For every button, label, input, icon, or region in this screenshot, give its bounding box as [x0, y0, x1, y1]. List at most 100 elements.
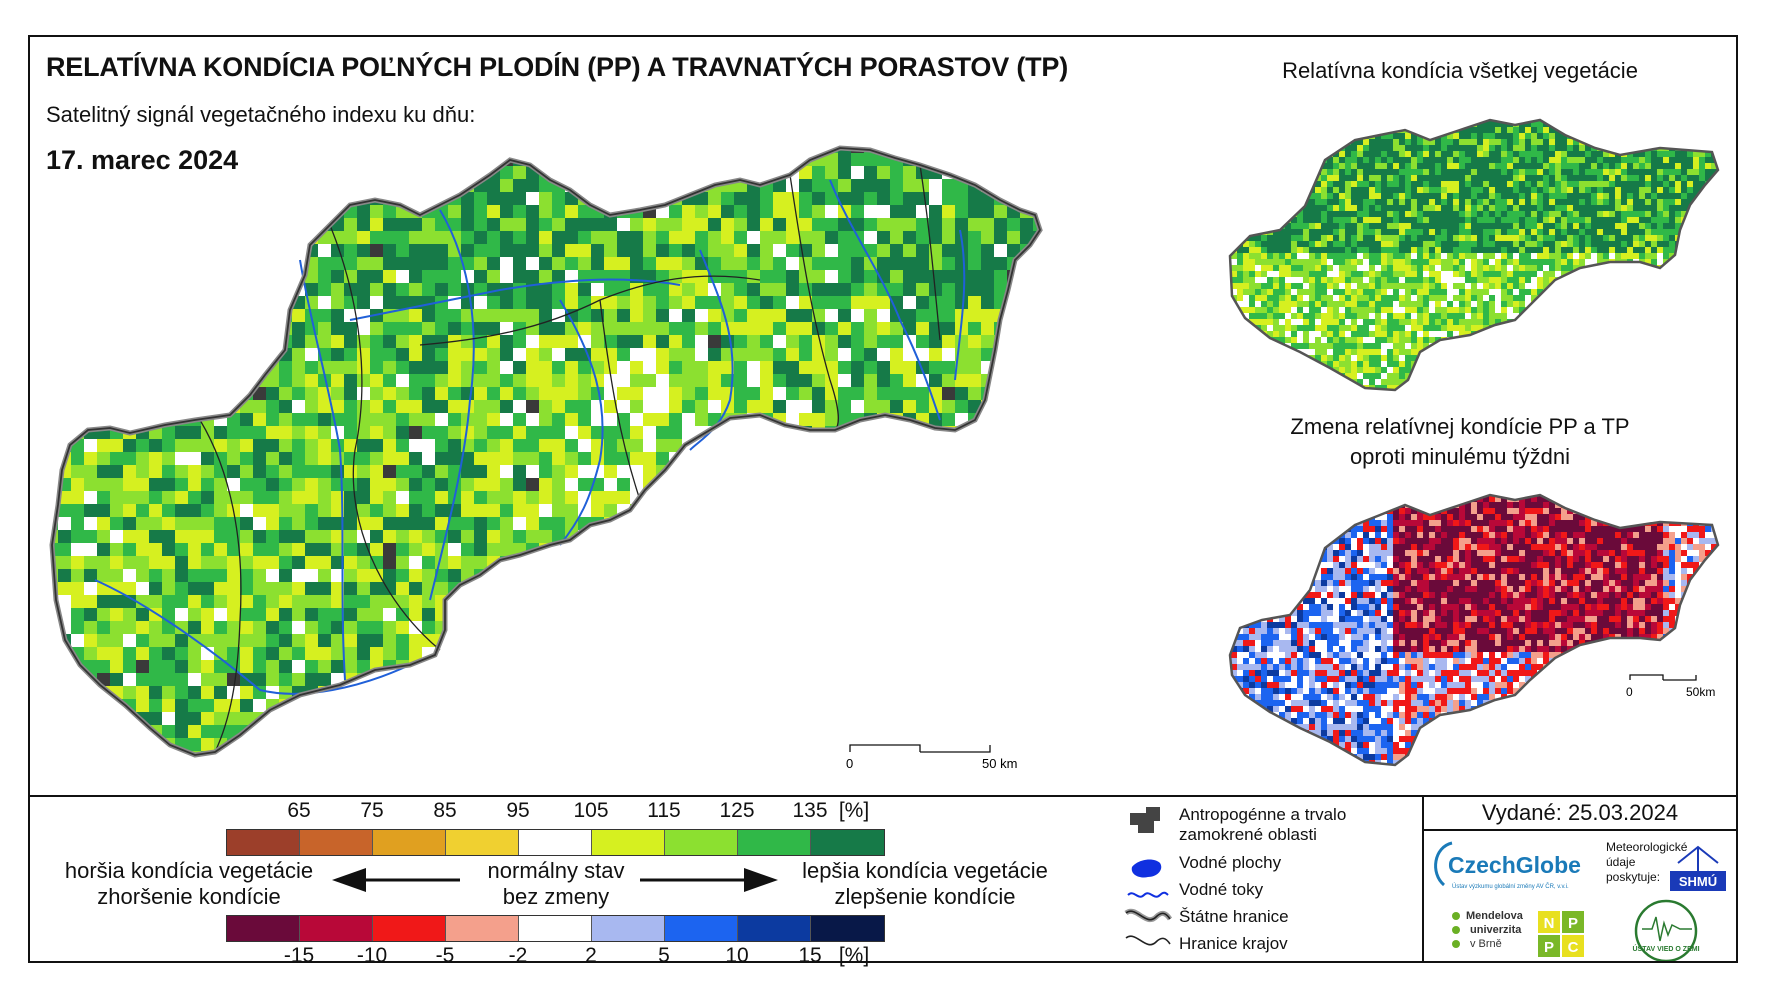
- tick-label: -2: [508, 944, 528, 967]
- tick-label: 2: [585, 944, 597, 967]
- inset-scalebar: [1629, 674, 1697, 681]
- shmu-text: SHMÚ: [1679, 874, 1717, 889]
- inset-title-change-line1: Zmena relatívnej kondície PP a TP: [1290, 414, 1630, 439]
- inset-title-change: Zmena relatívnej kondície PP a TP oproti…: [1240, 412, 1680, 472]
- tick-label: [%]: [838, 799, 870, 822]
- legend-region-border: Hranice krajov: [1179, 934, 1288, 953]
- partner-logos: CzechGlobe Ústav výzkumu globální změny …: [1434, 840, 1726, 961]
- region-border-icon: [1125, 935, 1171, 946]
- worse-condition-label-2: zhoršenie kondície: [97, 884, 281, 909]
- inset-map-all-vegetation-raster: [1230, 120, 1718, 390]
- better-condition-label: lepšia kondícia vegetácie zlepšenie kond…: [780, 858, 1070, 910]
- state-border-icon: [1125, 910, 1171, 921]
- data-date: 17. marec 2024: [46, 145, 239, 175]
- inset-map-change-raster: [1230, 495, 1718, 765]
- shmu-logo: SHMÚ: [1670, 845, 1726, 891]
- inset-map-2-border: [1228, 493, 1720, 767]
- right-arrow-icon: [640, 868, 778, 892]
- czechglobe-text: CzechGlobe: [1448, 852, 1581, 878]
- tick-label: [%]: [838, 944, 870, 967]
- legend-arrows: [332, 868, 778, 892]
- tick-label: 125: [719, 799, 755, 822]
- condition-color-ramp: [226, 829, 885, 856]
- ramp-class-5: [592, 830, 665, 855]
- nppc-letter-n: N: [1544, 915, 1555, 932]
- tick-label: 75: [360, 799, 384, 822]
- tick-label: 95: [506, 799, 530, 822]
- worse-condition-label: horšia kondícia vegetácie zhoršenie kond…: [44, 858, 334, 910]
- left-arrow-icon: [332, 868, 460, 892]
- tick-label: -15: [283, 944, 315, 967]
- ramp-class-4: [519, 916, 592, 941]
- mendel-logo: Mendelova univerzita v Brně: [1452, 910, 1524, 950]
- tick-label: -10: [356, 944, 388, 967]
- czechglobe-subtext: Ústav výzkumu globální změny AV ČR, v.v.…: [1452, 883, 1569, 890]
- inset-map-1-border: [1228, 118, 1720, 392]
- normal-condition-label-2: bez zmeny: [502, 884, 610, 909]
- issued-divider: [1422, 829, 1738, 831]
- anthropogenic-area-icon: [1130, 807, 1160, 833]
- ramp-class-2: [373, 830, 446, 855]
- ramp-class-7: [738, 830, 811, 855]
- mendel-line1: Mendelova: [1466, 910, 1524, 922]
- meteo-line1: Meteorologické: [1606, 840, 1688, 854]
- better-condition-label-2: zlepšenie kondície: [834, 884, 1016, 909]
- better-condition-label-1: lepšia kondícia vegetácie: [802, 858, 1048, 883]
- page-subtitle: Satelitný signál vegetačného indexu ku d…: [46, 102, 476, 127]
- map-legend-symbols: [1124, 807, 1173, 946]
- legend-anthropogenic: Antropogénne a trvalo zamokrené oblasti: [1179, 805, 1346, 845]
- ramp-class-3: [446, 830, 519, 855]
- ramp-class-6: [665, 916, 738, 941]
- meteo-line3: poskytuje:: [1606, 870, 1660, 884]
- legend-anthropogenic-line2: zamokrené oblasti: [1179, 825, 1317, 844]
- nppc-letter-p1: P: [1568, 915, 1578, 932]
- worse-condition-label-1: horšia kondícia vegetácie: [64, 858, 314, 883]
- legend-anthropogenic-line1: Antropogénne a trvalo: [1179, 805, 1347, 824]
- nppc-letter-p2: P: [1544, 939, 1554, 956]
- ramp-class-8: [811, 916, 884, 941]
- mendel-line3: v Brně: [1470, 938, 1502, 950]
- legend-water-areas: Vodné plochy: [1179, 853, 1282, 872]
- river-icon: [1127, 891, 1169, 898]
- ramp-class-0: [227, 830, 300, 855]
- page-title: RELATÍVNA KONDÍCIA POĽNÝCH PLODÍN (PP) A…: [46, 52, 1069, 82]
- nppc-logo: N P P C: [1538, 911, 1584, 957]
- ramp-class-1: [300, 830, 373, 855]
- main-scalebar-start: 0: [846, 756, 853, 771]
- normal-condition-label-1: normálny stav: [487, 858, 625, 883]
- meteo-line2: údaje: [1606, 855, 1636, 869]
- czechglobe-logo: CzechGlobe Ústav výzkumu globální změny …: [1434, 841, 1581, 890]
- legend-rivers: Vodné toky: [1179, 880, 1264, 899]
- uvz-text: ÚSTAV VIED O ZEMI: [1632, 944, 1699, 953]
- ramp-class-2: [373, 916, 446, 941]
- ramp-class-6: [665, 830, 738, 855]
- mendel-line2: univerzita: [1470, 924, 1522, 936]
- main-scalebar: [849, 744, 991, 753]
- change-color-ramp: [226, 915, 885, 942]
- legend-state-border: Štátne hranice: [1179, 907, 1289, 926]
- issued-date: Vydané: 25.03.2024: [1481, 800, 1679, 825]
- tick-label: 15: [798, 944, 822, 967]
- state-border-halo-icon: [1124, 908, 1173, 922]
- meteo-provider: Meteorologické údaje poskytuje:: [1606, 840, 1688, 884]
- ramp-class-3: [446, 916, 519, 941]
- tick-label: 10: [725, 944, 749, 967]
- ramp-class-5: [592, 916, 665, 941]
- tick-label: 105: [573, 799, 609, 822]
- legend-divider: [28, 795, 1738, 797]
- uvz-logo: ÚSTAV VIED O ZEMI: [1632, 899, 1700, 961]
- tick-label: -5: [435, 944, 455, 967]
- tick-label: 115: [647, 799, 681, 822]
- water-area-icon: [1131, 859, 1162, 878]
- main-map-condition-raster: [52, 148, 1040, 755]
- inset-scalebar-start: 0: [1626, 685, 1633, 699]
- main-map-region-borders: [199, 164, 941, 753]
- ramp-class-8: [811, 830, 884, 855]
- inset-title-change-line2: oproti minulému týždni: [1349, 444, 1571, 469]
- tick-label: 5: [658, 944, 670, 967]
- inset-scalebar-end: 50km: [1686, 685, 1715, 699]
- tick-label: 135: [792, 799, 828, 822]
- legend-vertical-divider: [1422, 795, 1424, 963]
- ramp-class-4: [519, 830, 592, 855]
